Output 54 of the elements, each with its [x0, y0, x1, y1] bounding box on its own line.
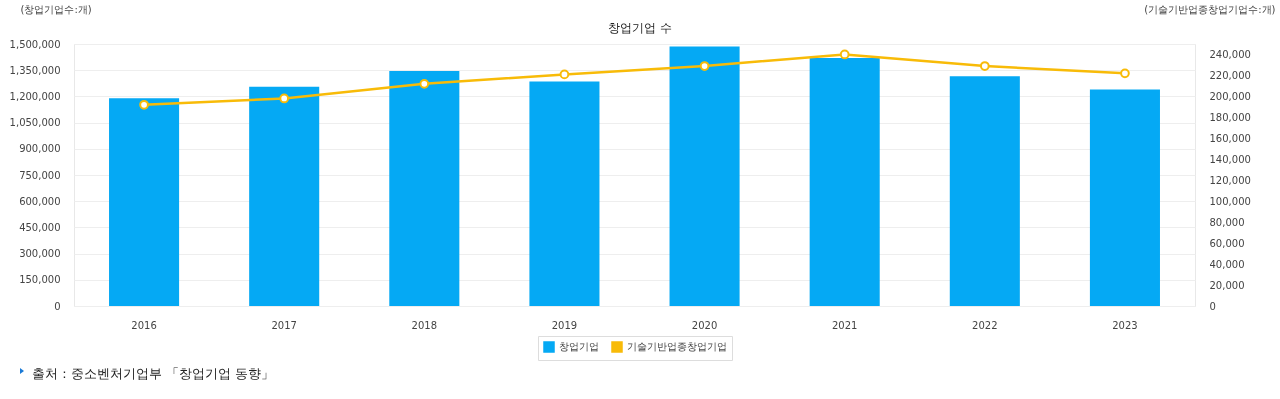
x-tick-label: 2018: [411, 319, 438, 331]
y2-tick-label: 100,000: [1209, 195, 1251, 207]
x-tick-label: 2017: [271, 319, 297, 331]
x-tick-label: 2021: [831, 319, 858, 331]
bar: [809, 57, 880, 306]
x-tick-label: 2023: [1112, 319, 1138, 331]
y2-axis-title: (기술기반업종창업기업수:개): [1144, 3, 1276, 15]
point: [139, 99, 149, 110]
y2-tick-label: 140,000: [1209, 153, 1251, 165]
y-tick-label: 300,000: [19, 248, 61, 260]
y-tick-label: 0: [54, 300, 61, 312]
y-tick-label: 1,350,000: [9, 64, 61, 76]
bar: [949, 76, 1020, 306]
y2-tick-label: 160,000: [1209, 132, 1251, 144]
x-tick-label: 2022: [972, 319, 998, 331]
y2-tick-label: 80,000: [1209, 216, 1245, 228]
point: [559, 69, 570, 80]
y2-tick-label: 200,000: [1209, 90, 1251, 102]
point: [839, 49, 850, 60]
chart-title: 창업기업 수: [607, 20, 673, 37]
bar: [389, 71, 460, 306]
legend-label: 기술기반업종창업기업: [627, 341, 727, 352]
y-tick-label: 1,500,000: [9, 38, 61, 50]
bar: [1089, 89, 1160, 306]
y2-tick-label: 60,000: [1209, 237, 1245, 249]
y-tick-label: 900,000: [19, 143, 61, 155]
y2-tick-label: 220,000: [1209, 69, 1251, 81]
y-tick-label: 150,000: [19, 274, 61, 286]
y-tick-label: 1,050,000: [9, 117, 61, 129]
y-tick-label: 450,000: [19, 221, 61, 233]
y2-tick-label: 240,000: [1209, 48, 1251, 60]
point: [1120, 68, 1130, 79]
bar: [109, 98, 180, 306]
x-tick-label: 2016: [131, 319, 157, 331]
y2-tick-label: 180,000: [1209, 111, 1251, 123]
y-axis-title: (창업기업수:개): [20, 3, 92, 15]
source-note: 출처 : 중소벤처기업부 「창업기업 동향」: [32, 365, 274, 383]
x-tick-label: 2020: [691, 319, 718, 331]
bar: [249, 86, 320, 306]
point: [979, 61, 990, 71]
bar: [529, 81, 600, 306]
point: [279, 93, 290, 104]
y2-tick-label: 0: [1209, 300, 1216, 312]
y2-tick-label: 40,000: [1209, 258, 1245, 270]
y2-tick-label: 120,000: [1209, 174, 1251, 186]
y-tick-label: 1,200,000: [9, 90, 61, 102]
point: [699, 61, 710, 71]
x-tick-label: 2019: [551, 319, 578, 331]
bar: [669, 46, 740, 306]
point: [419, 78, 430, 89]
legend-label: 창업기업: [559, 341, 599, 352]
y-tick-label: 750,000: [19, 169, 61, 181]
y-tick-label: 600,000: [19, 195, 61, 207]
y2-tick-label: 20,000: [1209, 279, 1245, 291]
